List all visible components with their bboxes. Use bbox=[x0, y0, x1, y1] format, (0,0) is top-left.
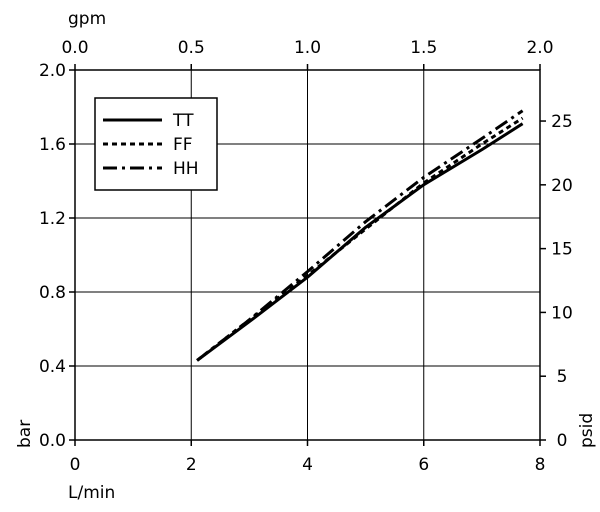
x-top-tick-label: 0.0 bbox=[61, 38, 88, 58]
y-left-tick-label: 0.0 bbox=[39, 431, 66, 451]
y-left-tick-label: 0.8 bbox=[39, 283, 66, 303]
legend: TT FF HH bbox=[94, 97, 218, 191]
series-line-hh bbox=[196, 109, 524, 362]
y-right-tick-label: 25 bbox=[551, 112, 573, 132]
x-top-tick-label: 1.0 bbox=[294, 38, 321, 58]
x-bottom-axis-label: L/min bbox=[68, 483, 115, 503]
legend-label-hh: HH bbox=[173, 159, 199, 179]
y-left-tick-label: 1.6 bbox=[39, 135, 66, 155]
x-top-tick-label: 0.5 bbox=[178, 38, 205, 58]
x-bottom-tick-label: 0 bbox=[70, 455, 81, 475]
x-bottom-tick-label: 2 bbox=[186, 455, 197, 475]
x-bottom-tick-label: 4 bbox=[302, 455, 313, 475]
legend-label-ff: FF bbox=[173, 135, 193, 155]
y-left-tick-label: 1.2 bbox=[39, 209, 66, 229]
y-right-tick-label: 0 bbox=[557, 431, 568, 451]
y-left-axis-label: bar bbox=[15, 420, 35, 448]
x-bottom-tick-label: 6 bbox=[418, 455, 429, 475]
y-right-tick-label: 20 bbox=[551, 176, 573, 196]
y-right-axis-label: psid bbox=[577, 413, 597, 448]
y-left-tick-label: 2.0 bbox=[39, 61, 66, 81]
x-top-tick-label: 1.5 bbox=[410, 38, 437, 58]
tick-labels: 0 2 4 6 8 0.0 0.5 1.0 1.5 2.0 0.0 0.4 0.8 1.2 1.6 2.0 0 5… bbox=[39, 38, 573, 475]
x-top-axis-label: gpm bbox=[68, 9, 106, 29]
y-left-tick-label: 0.4 bbox=[39, 357, 66, 377]
series-lines bbox=[196, 109, 524, 362]
series-line-tt bbox=[196, 122, 524, 362]
legend-label-tt: TT bbox=[172, 111, 194, 131]
y-right-tick-label: 10 bbox=[551, 303, 573, 323]
y-right-tick-label: 15 bbox=[551, 240, 573, 260]
x-top-tick-label: 2.0 bbox=[526, 38, 553, 58]
y-right-tick-label: 5 bbox=[557, 367, 568, 387]
x-bottom-tick-label: 8 bbox=[535, 455, 546, 475]
